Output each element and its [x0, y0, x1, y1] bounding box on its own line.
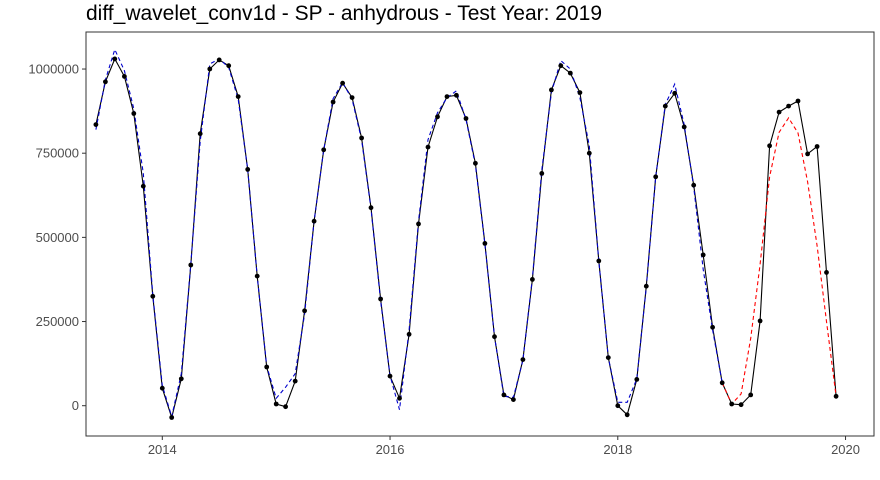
data-point [122, 74, 127, 79]
data-point [302, 308, 307, 314]
data-point [131, 111, 137, 116]
data-point [140, 183, 146, 189]
data-point [767, 143, 772, 149]
data-point [501, 392, 507, 398]
data-point [245, 167, 251, 172]
data-point [368, 205, 374, 211]
x-axis: 2014 2016 2018 2020 [148, 436, 860, 457]
plot-panel [85, 31, 875, 437]
data-point [178, 376, 184, 382]
data-point [643, 283, 649, 289]
x-tick-label: 2014 [148, 442, 177, 457]
data-point [814, 144, 820, 149]
data-point [492, 334, 497, 340]
data-point [833, 393, 839, 399]
data-point [776, 109, 782, 115]
data-point [473, 160, 478, 166]
data-point [103, 79, 108, 85]
data-point [397, 395, 402, 401]
data-point [273, 401, 279, 407]
data-point [283, 404, 288, 410]
x-tick-label: 2020 [831, 442, 860, 457]
data-point [169, 415, 175, 420]
data-point [605, 355, 611, 360]
data-point [549, 87, 554, 93]
data-point [216, 57, 222, 63]
data-point [662, 103, 668, 109]
data-point [653, 174, 659, 180]
data-point [738, 402, 744, 408]
data-point [444, 94, 450, 99]
data-point [748, 392, 754, 398]
data-point [93, 122, 99, 127]
data-point [387, 373, 393, 379]
x-tick-label: 2018 [603, 442, 632, 457]
data-point [586, 150, 592, 156]
data-point [292, 378, 298, 384]
data-point [482, 241, 488, 246]
data-point [577, 90, 583, 95]
x-tick-label: 2016 [376, 442, 405, 457]
data-point [530, 277, 535, 282]
data-point [264, 364, 270, 370]
data-point [596, 258, 602, 264]
data-point [463, 116, 469, 121]
data-point [254, 273, 260, 279]
chart-title: diff_wavelet_conv1d - SP - anhydrous - T… [86, 2, 603, 25]
data-point [226, 63, 232, 69]
data-point [700, 252, 706, 258]
data-point [710, 324, 715, 330]
y-tick-label: 0 [72, 398, 79, 413]
data-point [511, 397, 516, 402]
data-point [150, 293, 156, 299]
data-point [416, 221, 421, 227]
y-tick-label: 750000 [36, 146, 79, 161]
data-point [824, 270, 829, 275]
data-point [425, 144, 431, 150]
data-point [359, 135, 364, 141]
data-point [207, 66, 213, 72]
data-point [757, 318, 763, 324]
data-point [615, 403, 621, 409]
data-point [634, 377, 640, 382]
data-point [197, 131, 203, 137]
data-point [311, 218, 317, 224]
data-point [719, 380, 725, 386]
data-point [406, 331, 412, 337]
data-point [349, 95, 355, 100]
y-axis: 0 250000 500000 750000 1000000 [28, 62, 86, 413]
data-point [805, 151, 810, 157]
marker-layer [93, 56, 839, 420]
data-point [159, 385, 165, 391]
data-point [681, 124, 687, 130]
data-point [672, 90, 678, 96]
data-point [454, 92, 459, 98]
y-tick-label: 500000 [36, 230, 79, 245]
data-point [321, 147, 327, 153]
y-tick-label: 250000 [36, 314, 79, 329]
data-point [520, 357, 526, 362]
data-point [340, 80, 345, 86]
data-point [330, 99, 336, 105]
data-point [378, 296, 383, 302]
data-point [729, 401, 735, 407]
data-point [188, 262, 194, 268]
data-point [558, 63, 564, 69]
data-point [795, 98, 801, 104]
data-point [539, 171, 545, 176]
data-point [435, 114, 440, 120]
y-tick-label: 1000000 [28, 62, 79, 77]
series-line-3 [721, 116, 837, 405]
data-point [691, 182, 697, 188]
data-point [112, 56, 118, 62]
data-point [624, 412, 630, 418]
data-point [235, 94, 241, 99]
data-point [786, 103, 791, 109]
data-point [567, 70, 573, 76]
